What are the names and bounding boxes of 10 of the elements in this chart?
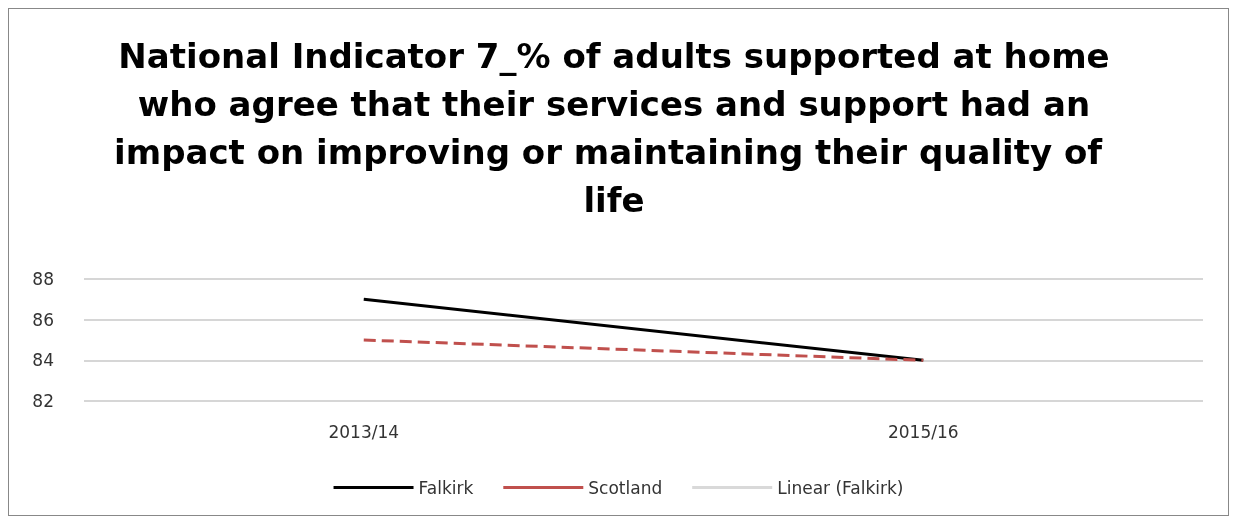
chart-title: National Indicator 7_% of adults supported at home who agree that their services and support had an impact on improving or maintaining their quality of life xyxy=(114,36,1114,220)
x-tick-label: 2013/14 xyxy=(328,421,400,442)
legend-label: Scotland xyxy=(588,477,663,498)
y-tick-label: 82 xyxy=(32,391,54,411)
x-tick-label: 2015/16 xyxy=(887,421,959,442)
y-tick-label: 86 xyxy=(32,309,54,330)
legend-label: Linear (Falkirk) xyxy=(777,477,904,498)
legend-label: Falkirk xyxy=(418,477,474,498)
y-tick-label: 88 xyxy=(32,269,54,289)
y-tick-label: 84 xyxy=(32,350,54,371)
